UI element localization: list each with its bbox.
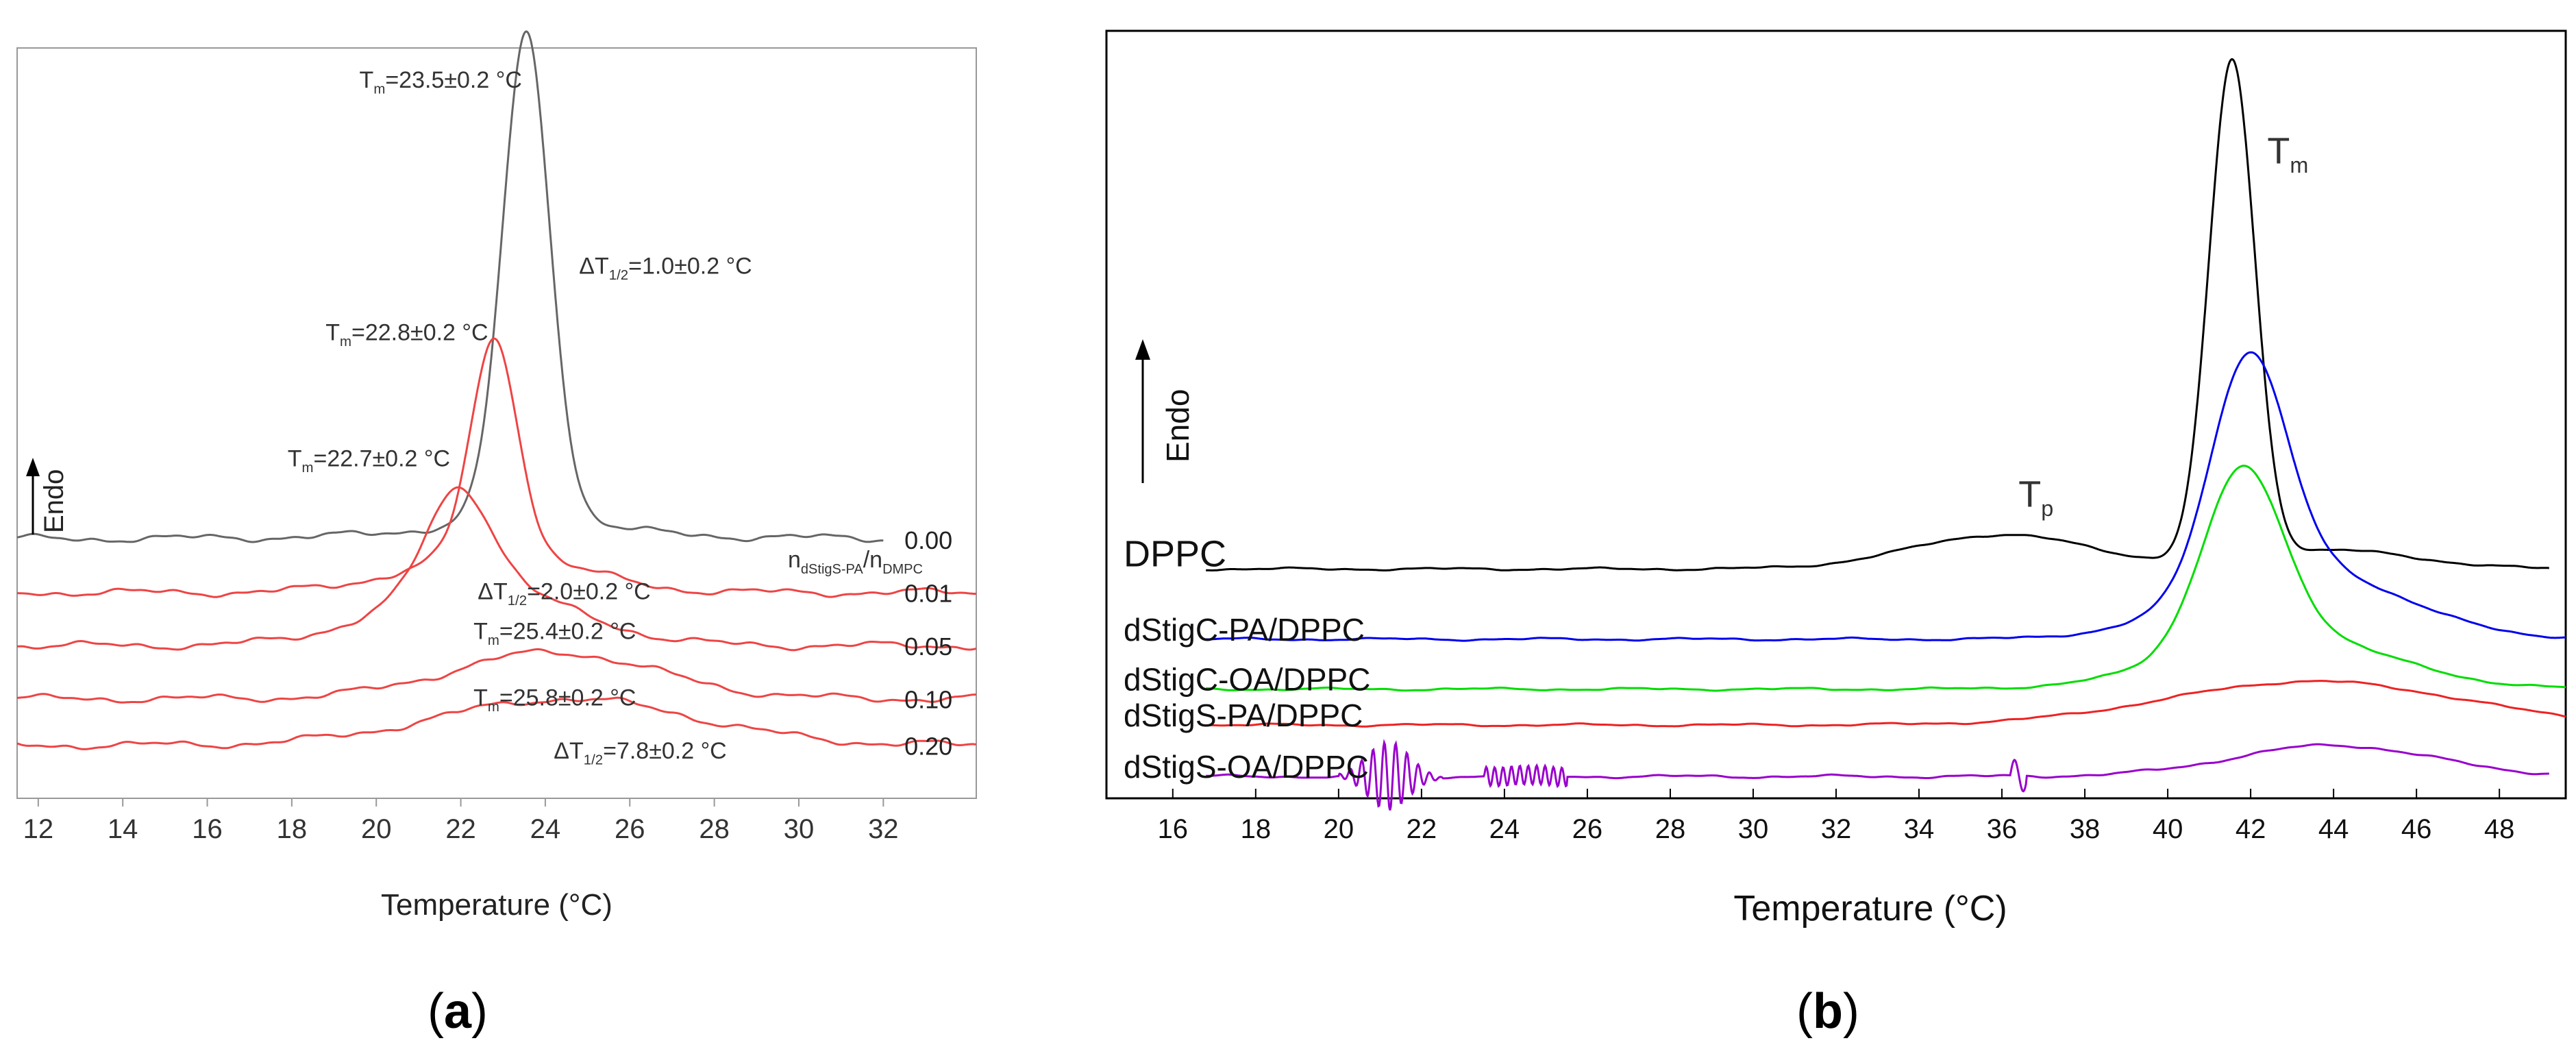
series-label-0.20: 0.20 (904, 732, 952, 760)
annotation: ΔT1/2=1.0±0.2 °C (579, 253, 752, 283)
annotation: Tp (2018, 474, 2053, 521)
annotation: ΔT1/2=7.8±0.2 °C (554, 738, 727, 768)
series-line-0.10 (16, 648, 977, 704)
x-tick-label: 30 (1738, 814, 1769, 844)
series-line-DPPC (1206, 58, 2549, 571)
annotation: Tm=25.4±0.2 °C (473, 618, 636, 648)
series-label-0.05: 0.05 (904, 632, 952, 661)
x-tick-label: 22 (445, 814, 476, 844)
panel-label-a: (a) (428, 984, 488, 1039)
x-tick-label: 20 (1324, 814, 1354, 844)
annotation: Tm=22.7±0.2 °C (288, 445, 450, 476)
series-label-0.01: 0.01 (904, 580, 952, 608)
x-tick-label: 18 (1241, 814, 1272, 844)
annotation: Tm=23.5±0.2 °C (360, 67, 522, 97)
x-tick-label: 28 (699, 814, 730, 844)
x-tick-label: 46 (2401, 814, 2432, 844)
x-tick-label: 16 (1158, 814, 1189, 844)
series-label-dStigC-PA/DPPC: dStigC-PA/DPPC (1124, 612, 1365, 648)
x-tick-label: 28 (1655, 814, 1686, 844)
x-tick-label: 30 (784, 814, 815, 844)
series-line-0.01 (16, 337, 976, 598)
x-tick-label: 38 (2070, 814, 2101, 844)
x-tick-label: 42 (2236, 814, 2266, 844)
legend-header: ndStigS-PA/nDMPC (788, 547, 923, 577)
x-tick-label: 24 (530, 814, 561, 844)
panel-label-b: (b) (1796, 984, 1859, 1039)
series-line-0.05 (16, 486, 977, 652)
annotation: Tm (2267, 130, 2308, 177)
x-axis-label: Temperature (°C) (381, 888, 612, 922)
x-tick-label: 24 (1489, 814, 1520, 844)
series-line-dStigC-OA/DPPC (1206, 465, 2566, 692)
x-tick-label: 20 (361, 814, 392, 844)
annotation: Tm=22.8±0.2 °C (325, 319, 488, 349)
x-tick-label: 34 (1904, 814, 1935, 844)
x-tick-label: 18 (277, 814, 308, 844)
annotation: ΔT1/2=2.0±0.2 °C (478, 578, 651, 608)
y-axis-label: Endo (39, 469, 69, 533)
series-label-dStigS-PA/DPPC: dStigS-PA/DPPC (1124, 698, 1363, 733)
panel-a: 0.00 0.01 0.05 0.10 0.20 12 14 16 18 20 22 24 26 28 30… (16, 30, 977, 1039)
x-tick-label: 44 (2318, 814, 2349, 844)
x-tick-label: 26 (615, 814, 645, 844)
x-tick-label: 36 (1987, 814, 2018, 844)
x-tick-label: 32 (868, 814, 899, 844)
panel-b: DPPC dStigC-PA/DPPC dStigC-OA/DPPCdStigS-P… (1105, 29, 2567, 1039)
annotation: Tm=25.8±0.2 °C (473, 685, 636, 715)
series-line-0.20 (16, 696, 977, 750)
x-tick-label: 40 (2153, 814, 2183, 844)
series-line-0.00 (16, 30, 884, 543)
series-label-0.10: 0.10 (904, 686, 952, 714)
x-tick-label: 16 (192, 814, 223, 844)
series-label-0.00: 0.00 (904, 526, 952, 554)
x-tick-label: 22 (1407, 814, 1437, 844)
endo-arrow-head (1135, 339, 1150, 360)
x-tick-label: 26 (1572, 814, 1603, 844)
x-tick-label: 32 (1821, 814, 1852, 844)
y-axis-label: Endo (1160, 389, 1196, 463)
x-tick-label: 48 (2484, 814, 2515, 844)
endo-arrow-head (26, 458, 40, 476)
series-label-DPPC: DPPC (1124, 533, 1226, 574)
x-tick-label: 12 (23, 814, 54, 844)
series-label-dStigC-OA/DPPC: dStigC-OA/DPPC (1124, 662, 1370, 698)
series-line-dStigS-PA/DPPC (1206, 680, 2566, 728)
series-label-dStigS-OA/DPPC: dStigS-OA/DPPC (1124, 749, 1369, 785)
series-line-dStigC-PA/DPPC (1206, 351, 2566, 642)
x-tick-label: 14 (108, 814, 138, 844)
x-axis-label: Temperature (°C) (1733, 889, 2007, 929)
plot-frame (16, 47, 977, 799)
series-line-dStigS-OA/DPPC (1206, 739, 2549, 811)
